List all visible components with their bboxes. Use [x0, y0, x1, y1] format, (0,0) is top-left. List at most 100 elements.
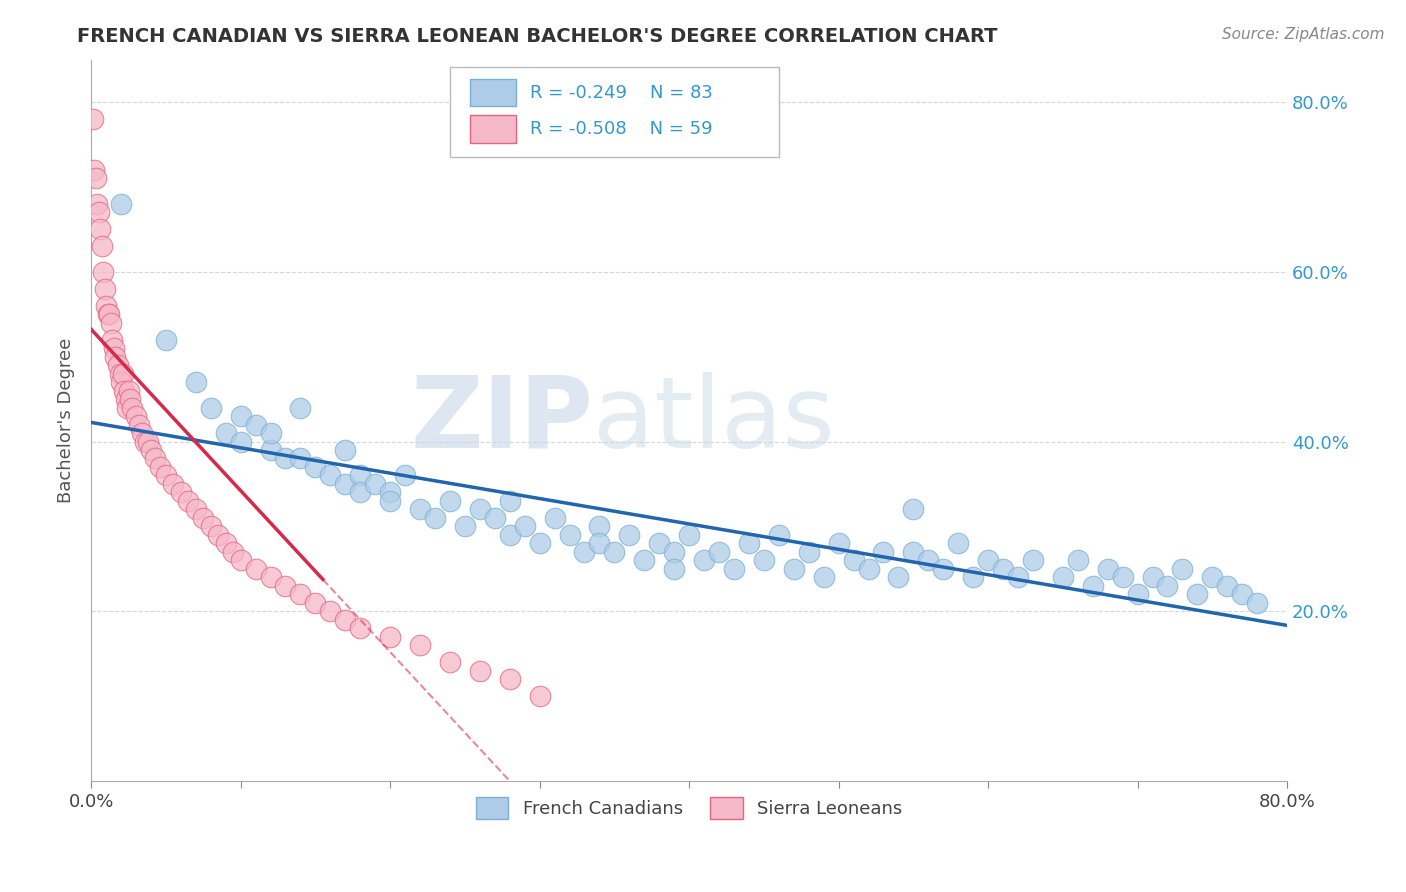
Point	[409, 638, 432, 652]
Point	[499, 494, 522, 508]
Point	[110, 375, 132, 389]
Point	[1097, 562, 1119, 576]
Point	[842, 553, 865, 567]
Text: R = -0.508    N = 59: R = -0.508 N = 59	[530, 120, 713, 138]
Point	[155, 333, 177, 347]
Point	[93, 282, 115, 296]
Point	[1067, 553, 1090, 567]
Point	[104, 350, 127, 364]
Point	[83, 163, 105, 178]
Point	[184, 502, 207, 516]
Legend: French Canadians, Sierra Leoneans: French Canadians, Sierra Leoneans	[468, 789, 910, 826]
Point	[678, 528, 700, 542]
Point	[378, 630, 401, 644]
Point	[1052, 570, 1074, 584]
Point	[1111, 570, 1133, 584]
Point	[603, 545, 626, 559]
Point	[1232, 587, 1254, 601]
Point	[903, 545, 925, 559]
Point	[439, 655, 461, 669]
Point	[103, 341, 125, 355]
Point	[259, 425, 281, 440]
Point	[783, 562, 806, 576]
Point	[662, 562, 685, 576]
Point	[121, 401, 143, 415]
Point	[887, 570, 910, 584]
Point	[1171, 562, 1194, 576]
Point	[91, 265, 114, 279]
Point	[100, 316, 122, 330]
FancyBboxPatch shape	[470, 79, 516, 106]
Point	[134, 434, 156, 449]
Point	[872, 545, 894, 559]
Point	[499, 528, 522, 542]
Point	[118, 392, 141, 406]
Point	[290, 587, 312, 601]
Point	[259, 442, 281, 457]
FancyBboxPatch shape	[470, 115, 516, 143]
Point	[619, 528, 641, 542]
Point	[768, 528, 790, 542]
Point	[962, 570, 984, 584]
FancyBboxPatch shape	[450, 67, 779, 157]
Point	[648, 536, 671, 550]
Point	[529, 689, 551, 703]
Point	[319, 604, 342, 618]
Point	[662, 545, 685, 559]
Point	[117, 384, 139, 398]
Point	[207, 528, 229, 542]
Y-axis label: Bachelor's Degree: Bachelor's Degree	[58, 338, 75, 503]
Text: Source: ZipAtlas.com: Source: ZipAtlas.com	[1222, 27, 1385, 42]
Point	[319, 468, 342, 483]
Point	[499, 672, 522, 686]
Point	[932, 562, 955, 576]
Point	[707, 545, 730, 559]
Point	[215, 425, 238, 440]
Point	[409, 502, 432, 516]
Point	[245, 417, 267, 432]
Point	[90, 239, 112, 253]
Point	[222, 545, 245, 559]
Point	[274, 579, 297, 593]
Point	[1201, 570, 1223, 584]
Point	[1187, 587, 1209, 601]
Point	[633, 553, 655, 567]
Point	[184, 375, 207, 389]
Point	[588, 519, 610, 533]
Text: atlas: atlas	[593, 372, 835, 469]
Point	[200, 401, 222, 415]
Point	[1022, 553, 1045, 567]
Point	[349, 485, 371, 500]
Point	[484, 511, 506, 525]
Point	[364, 477, 387, 491]
Point	[84, 171, 107, 186]
Point	[335, 613, 357, 627]
Point	[723, 562, 745, 576]
Point	[394, 468, 416, 483]
Point	[1246, 596, 1268, 610]
Point	[454, 519, 477, 533]
Point	[200, 519, 222, 533]
Point	[114, 392, 136, 406]
Point	[177, 494, 200, 508]
Point	[423, 511, 446, 525]
Point	[290, 401, 312, 415]
Point	[439, 494, 461, 508]
Point	[89, 222, 111, 236]
Point	[193, 511, 215, 525]
Point	[335, 442, 357, 457]
Point	[111, 367, 134, 381]
Point	[1156, 579, 1178, 593]
Point	[139, 442, 162, 457]
Point	[304, 460, 326, 475]
Point	[917, 553, 939, 567]
Point	[349, 468, 371, 483]
Point	[693, 553, 716, 567]
Point	[588, 536, 610, 550]
Point	[813, 570, 835, 584]
Point	[738, 536, 761, 550]
Point	[125, 409, 148, 423]
Point	[335, 477, 357, 491]
Point	[136, 434, 159, 449]
Point	[1142, 570, 1164, 584]
